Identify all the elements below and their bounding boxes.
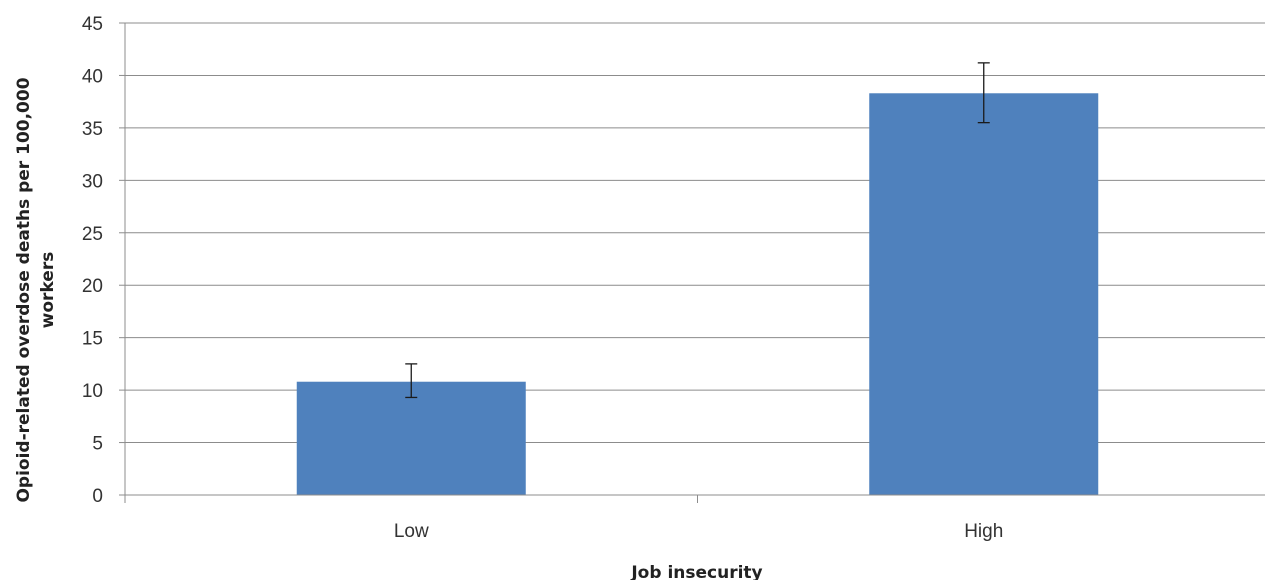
svg-text:workers: workers [38, 252, 58, 329]
y-tick-label: 30 [82, 171, 103, 192]
bar-high [869, 93, 1099, 495]
y-tick-label: 10 [82, 381, 103, 402]
x-tick-labels: Low High [394, 521, 1003, 542]
y-axis-title-line-2: workers [38, 252, 58, 329]
error-bars [405, 62, 990, 399]
y-tick-label: 20 [82, 276, 103, 297]
y-axis-title: Opioid-related overdose deaths per 100,0… [14, 77, 58, 502]
x-tick-label-high: High [964, 521, 1003, 542]
y-tick-labels: 0 5 10 15 20 25 30 35 40 45 [82, 14, 103, 507]
axes [119, 22, 1265, 503]
y-tick-label: 40 [82, 66, 103, 87]
svg-text:Opioid-related overdose death: Opioid-related overdose deaths per 100,0… [14, 77, 34, 502]
y-tick-label: 0 [92, 486, 103, 507]
x-tick-label-low: Low [394, 521, 429, 542]
y-tick-label: 25 [82, 224, 103, 245]
y-tick-label: 15 [82, 329, 103, 350]
y-tick-label: 35 [82, 119, 103, 140]
bars [296, 93, 1099, 495]
y-tick-label: 5 [92, 434, 103, 455]
y-tick-label: 45 [82, 14, 103, 35]
y-axis-title-line-1: Opioid-related overdose deaths per 100,0… [14, 77, 34, 502]
x-axis-title: Job insecurity [630, 563, 762, 580]
bar-low [296, 381, 526, 495]
